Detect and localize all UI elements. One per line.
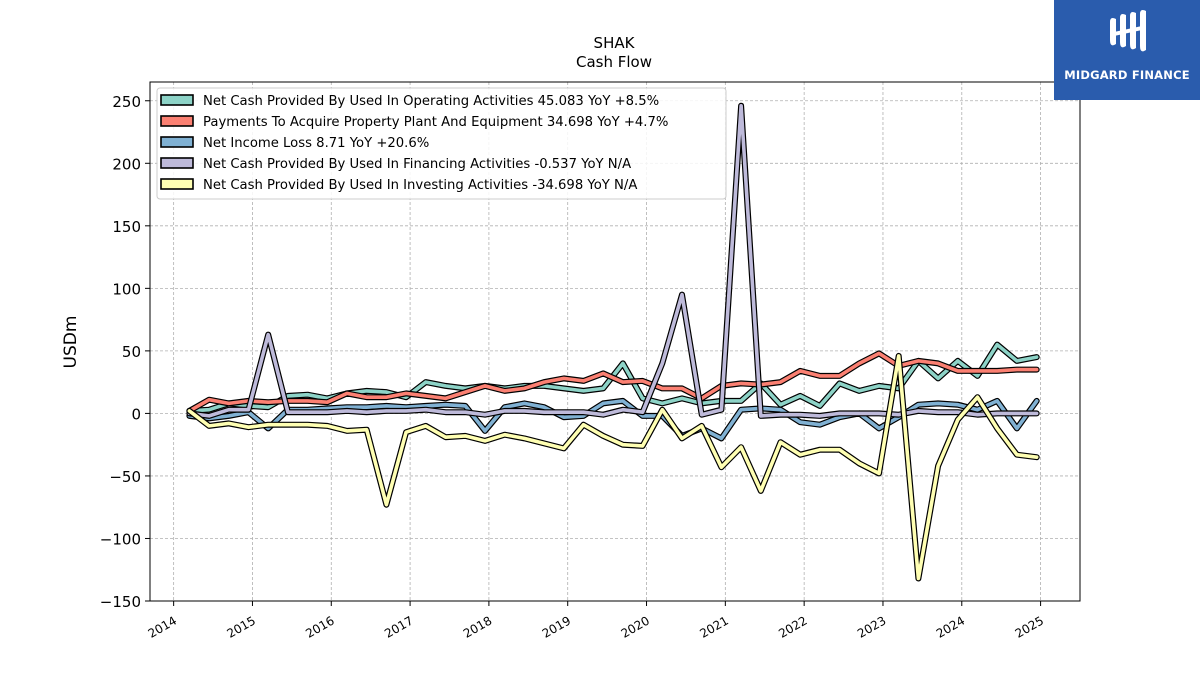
logo-text: MIDGARD FINANCE [1064, 68, 1190, 82]
y-tick-label: 200 [112, 155, 141, 173]
legend-swatch [160, 115, 194, 127]
x-tick-label: 2015 [225, 613, 258, 640]
midgard-logo-mark-icon [1110, 10, 1146, 52]
x-tick-label: 2021 [697, 613, 730, 640]
y-tick-label: −50 [109, 468, 141, 486]
x-tick-label: 2018 [461, 613, 494, 640]
series-line-stroke [187, 354, 1039, 581]
legend-entry: Net Income Loss 8.71 YoY +20.6% [203, 136, 429, 151]
y-tick-label: 250 [112, 93, 141, 111]
series-line [186, 352, 1040, 582]
series-line-stroke [187, 399, 1039, 441]
y-tick-label: 150 [112, 218, 141, 236]
legend-swatch [160, 94, 194, 106]
legend: Net Cash Provided By Used In Operating A… [156, 87, 727, 200]
legend-entry: Net Cash Provided By Used In Investing A… [203, 178, 637, 193]
chart-title: SHAK [594, 34, 636, 52]
x-tick-label: 2023 [855, 613, 888, 640]
legend-entry: Net Cash Provided By Used In Financing A… [203, 157, 631, 172]
legend-swatch [160, 136, 194, 148]
midgard-finance-logo: MIDGARD FINANCE [1054, 0, 1200, 100]
y-tick-label: 100 [112, 280, 141, 298]
x-tick-label: 2022 [776, 613, 809, 640]
plot-frame [149, 81, 1081, 602]
series-line-outline [186, 397, 1040, 442]
series-line [186, 397, 1040, 442]
y-tick-label: 0 [131, 405, 141, 423]
legend-entry: Net Cash Provided By Used In Operating A… [203, 94, 659, 109]
x-tick-label: 2024 [934, 613, 967, 640]
legend-swatch [160, 157, 194, 169]
series-lines [186, 102, 1040, 582]
x-tick-label: 2017 [382, 613, 415, 640]
y-axis-label: USDm [61, 316, 81, 369]
y-tick-label: −150 [100, 593, 141, 611]
x-tick-label: 2019 [540, 613, 573, 640]
x-tick-label: 2016 [303, 613, 336, 640]
series-line-stroke [187, 104, 1039, 418]
x-tick-label: 2020 [619, 613, 652, 640]
y-tick-label: 50 [122, 343, 141, 361]
legend-box [156, 87, 727, 200]
x-tick-label: 2025 [1013, 613, 1046, 640]
legend-swatch [160, 178, 194, 190]
series-line [186, 102, 1040, 419]
chart-subtitle: Cash Flow [576, 53, 652, 71]
x-tick-label: 2014 [146, 613, 179, 640]
legend-entry: Payments To Acquire Property Plant And E… [203, 115, 668, 130]
y-tick-label: −100 [100, 530, 141, 548]
